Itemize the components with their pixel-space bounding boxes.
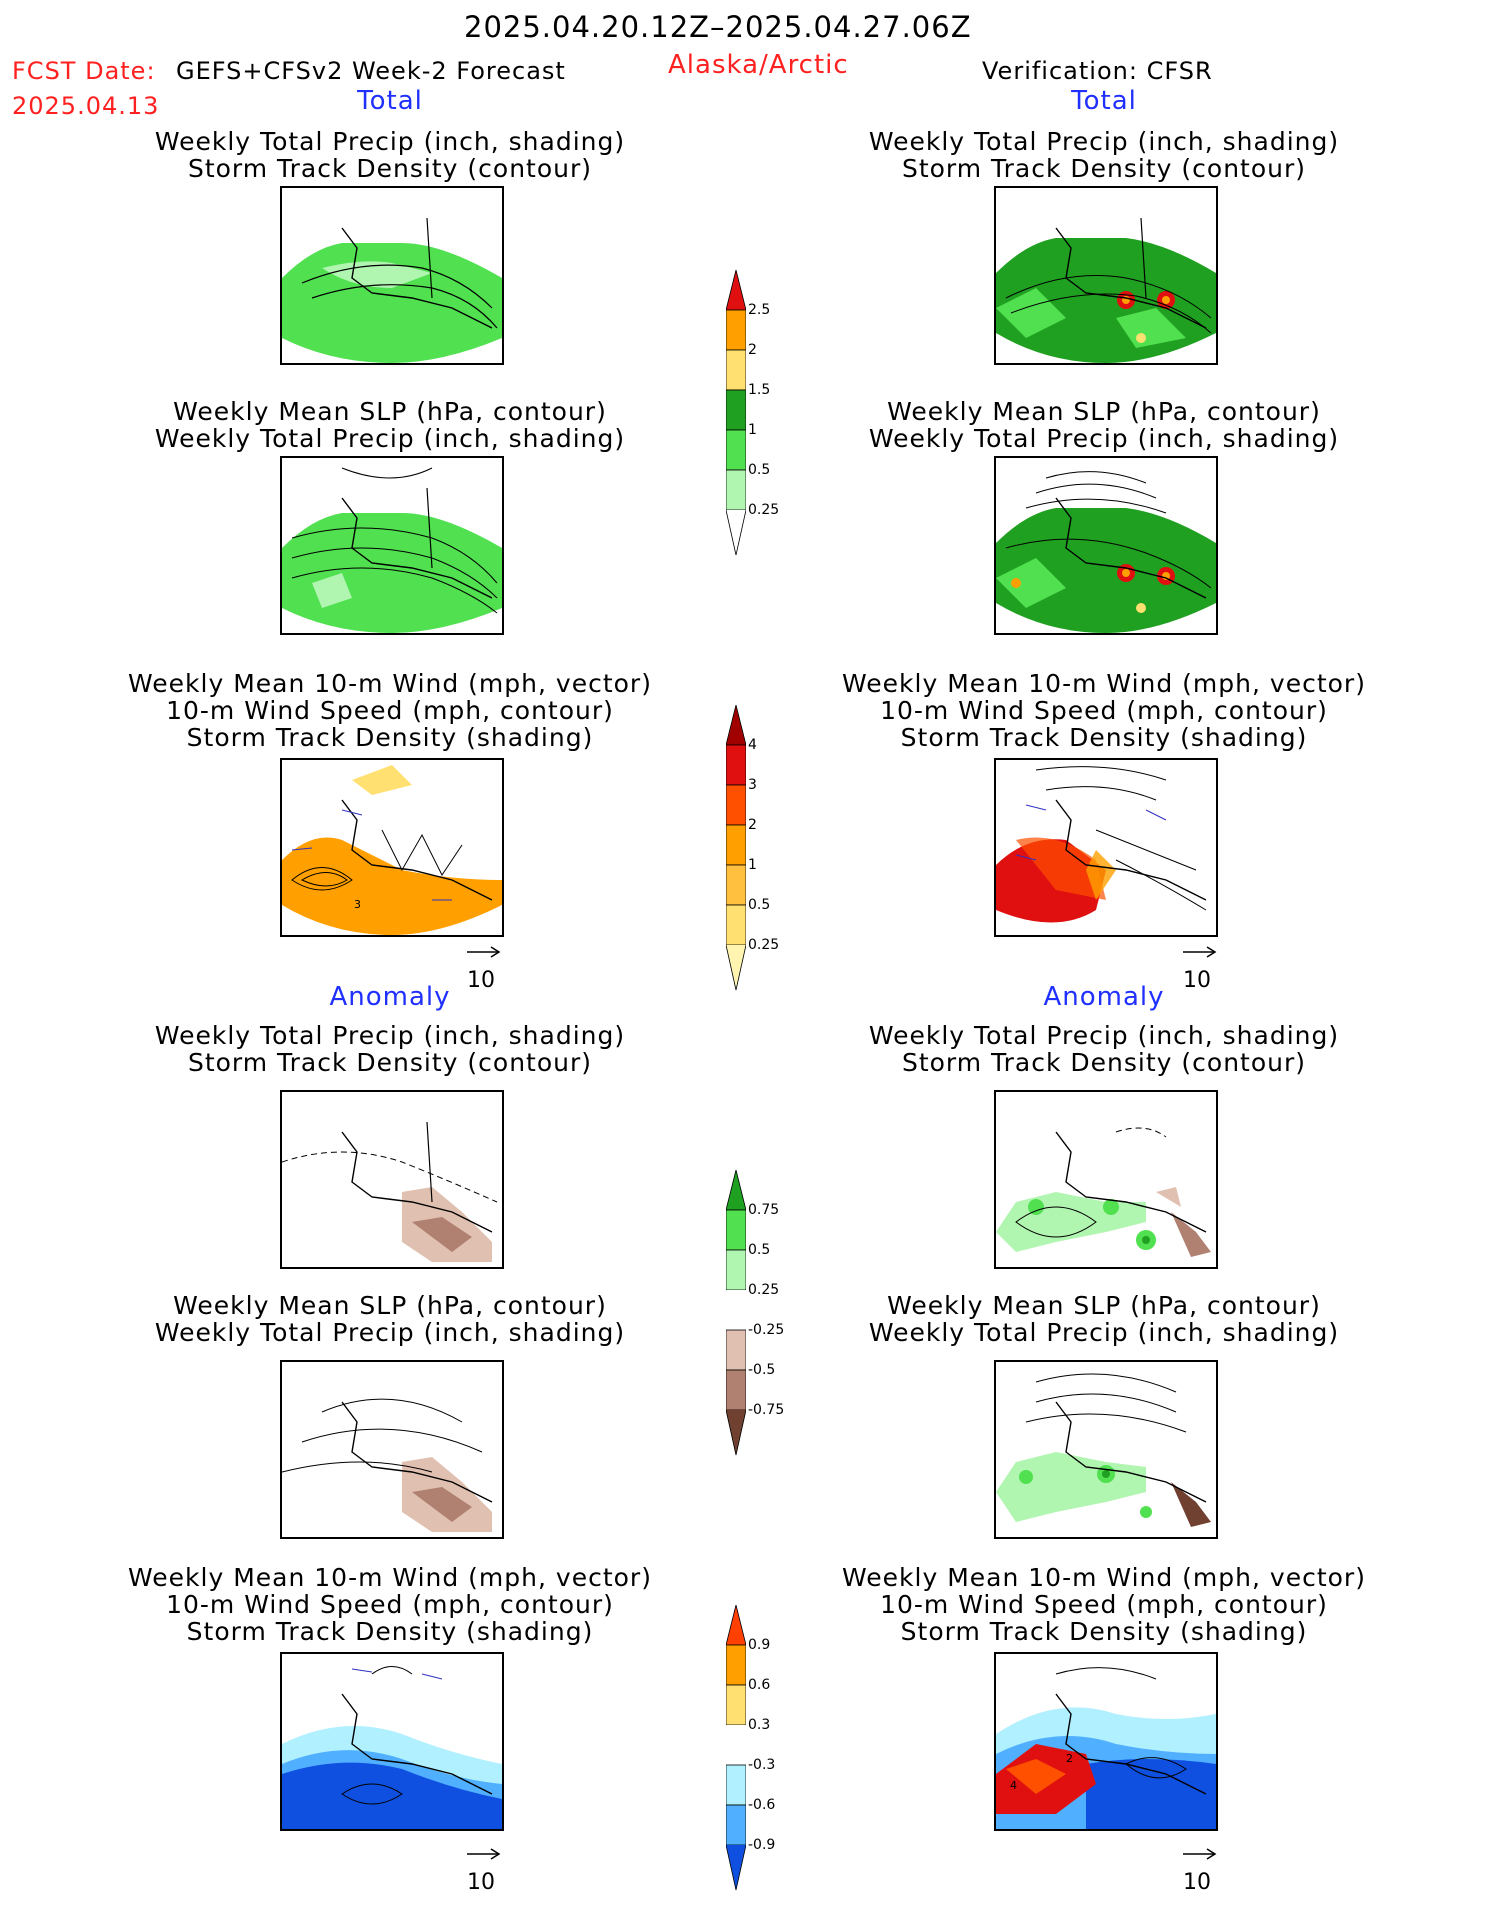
map-total-precip-verify bbox=[994, 186, 1218, 365]
title-total-wind-right: Weekly Mean 10-m Wind (mph, vector) 10-m … bbox=[842, 669, 1366, 752]
fcst-date-label: FCST Date: bbox=[12, 57, 156, 85]
region-label: Alaska/Arctic bbox=[668, 50, 849, 80]
title-anom-slp-right: Weekly Mean SLP (hPa, contour) Weekly Tot… bbox=[868, 1291, 1340, 1347]
contour-label-2: 2 bbox=[1066, 1752, 1073, 1765]
title-total-slp-right: Weekly Mean SLP (hPa, contour) Weekly Tot… bbox=[868, 397, 1340, 453]
map-anom-wind-verify: 2 4 bbox=[994, 1652, 1218, 1831]
title-anom-wind-left: Weekly Mean 10-m Wind (mph, vector) 10-m … bbox=[128, 1563, 652, 1646]
map-anom-slp-forecast bbox=[280, 1360, 504, 1539]
title-total-wind-left: Weekly Mean 10-m Wind (mph, vector) 10-m … bbox=[128, 669, 652, 752]
vector-ref-anom-left: 10 bbox=[467, 1848, 501, 1895]
colorbar-storm-anom: 0.9 0.6 0.3 -0.3 -0.6 -0.9 bbox=[725, 1604, 775, 1899]
arrow-right-icon bbox=[467, 1848, 501, 1860]
map-total-wind-forecast: 3 bbox=[280, 758, 504, 937]
title-total-slp-left: Weekly Mean SLP (hPa, contour) Weekly Tot… bbox=[154, 397, 626, 453]
map-anom-slp-verify bbox=[994, 1360, 1218, 1539]
fcst-model: GEFS+CFSv2 Week-2 Forecast bbox=[176, 57, 566, 85]
map-total-slp-forecast bbox=[280, 456, 504, 635]
map-total-precip-forecast bbox=[280, 186, 504, 365]
title-anom-precip-right: Weekly Total Precip (inch, shading) Storm… bbox=[868, 1021, 1340, 1077]
fcst-date: 2025.04.13 bbox=[12, 92, 160, 120]
arrow-right-icon bbox=[1183, 1848, 1217, 1860]
map-anom-precip-verify bbox=[994, 1090, 1218, 1269]
map-anom-wind-forecast bbox=[280, 1652, 504, 1831]
arrow-right-icon bbox=[467, 946, 501, 958]
colorbar-precip-total: 2.5 2 1.5 1 0.5 0.25 bbox=[725, 269, 779, 564]
title-total-precip-left: Weekly Total Precip (inch, shading) Storm… bbox=[154, 127, 626, 183]
colorbar-precip-anom: 0.75 0.5 0.25 -0.25 -0.5 -0.75 bbox=[725, 1169, 784, 1464]
map-total-wind-verify bbox=[994, 758, 1218, 937]
period-title: 2025.04.20.12Z–2025.04.27.06Z bbox=[464, 10, 972, 44]
map-total-slp-verify bbox=[994, 456, 1218, 635]
verification-label: Verification: CFSR bbox=[982, 57, 1213, 85]
section-total-right: Total bbox=[1071, 86, 1137, 116]
vector-ref-total-left: 10 bbox=[467, 946, 501, 993]
section-anomaly-right: Anomaly bbox=[1043, 982, 1165, 1012]
vector-ref-total-right: 10 bbox=[1183, 946, 1217, 993]
section-total-left: Total bbox=[357, 86, 423, 116]
map-anom-precip-forecast bbox=[280, 1090, 504, 1269]
title-anom-slp-left: Weekly Mean SLP (hPa, contour) Weekly Tot… bbox=[154, 1291, 626, 1347]
contour-label-3: 3 bbox=[354, 898, 361, 911]
arrow-right-icon bbox=[1183, 946, 1217, 958]
colorbar-storm-total: 4 3 2 1 0.5 0.25 bbox=[725, 704, 779, 999]
contour-label-4: 4 bbox=[1010, 1779, 1017, 1792]
title-anom-wind-right: Weekly Mean 10-m Wind (mph, vector) 10-m … bbox=[842, 1563, 1366, 1646]
title-anom-precip-left: Weekly Total Precip (inch, shading) Storm… bbox=[154, 1021, 626, 1077]
vector-ref-anom-right: 10 bbox=[1183, 1848, 1217, 1895]
title-total-precip-right: Weekly Total Precip (inch, shading) Storm… bbox=[868, 127, 1340, 183]
section-anomaly-left: Anomaly bbox=[329, 982, 451, 1012]
